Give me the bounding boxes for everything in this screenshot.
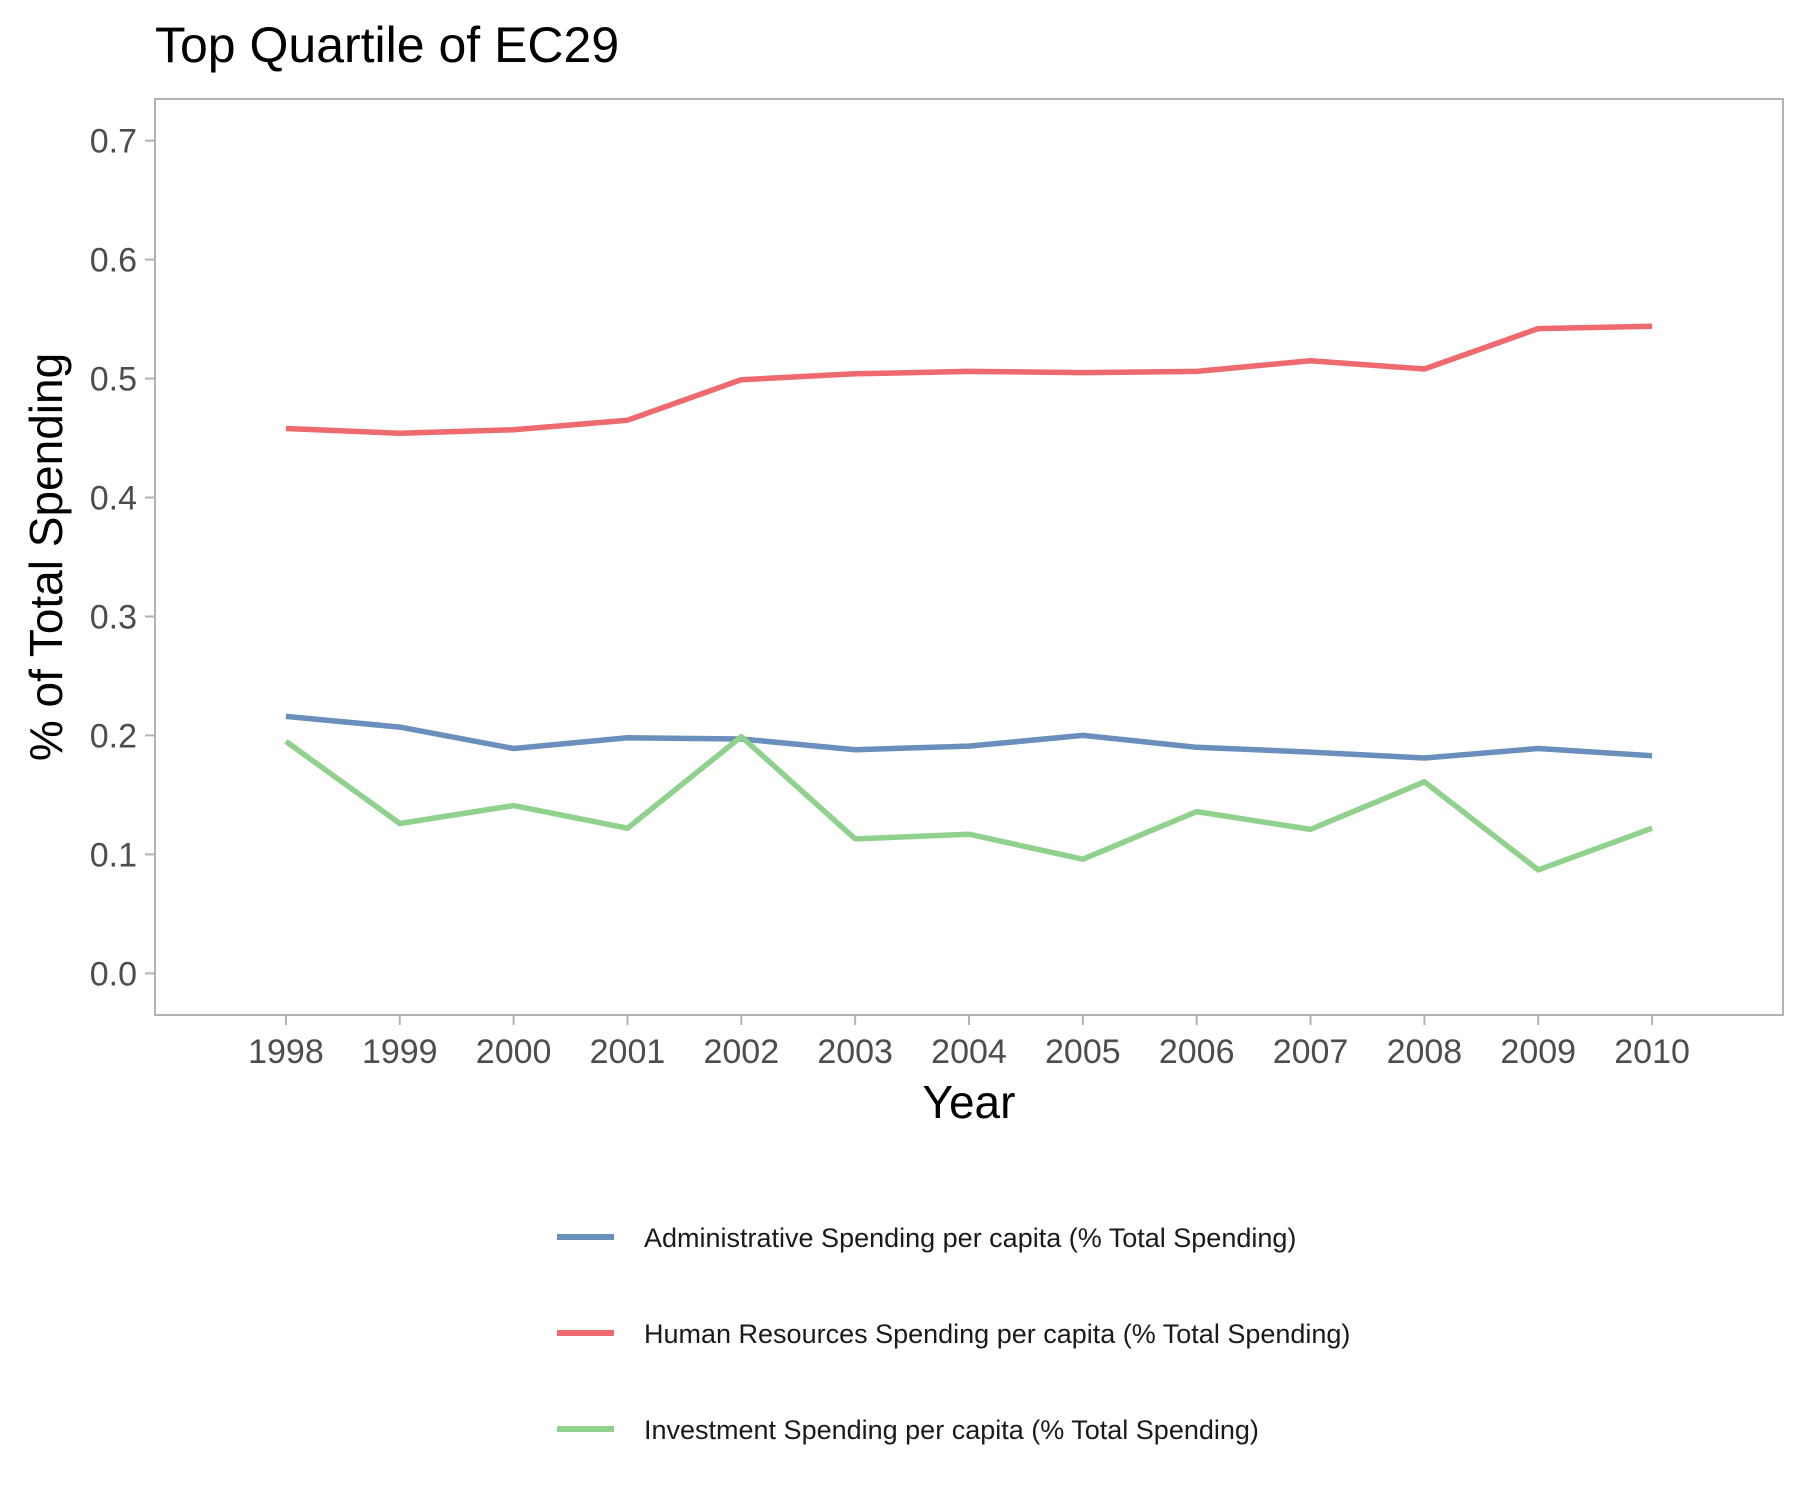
x-tick-label: 2001 xyxy=(590,1033,666,1071)
legend-label: Human Resources Spending per capita (% T… xyxy=(644,1319,1350,1349)
x-tick-label: 2005 xyxy=(1045,1033,1121,1071)
x-tick-label: 2007 xyxy=(1273,1033,1349,1071)
x-tick-label: 2004 xyxy=(931,1033,1007,1071)
x-tick-label: 1998 xyxy=(248,1033,324,1071)
y-tick-label: 0.7 xyxy=(90,123,137,161)
x-axis: 1998 1999 2000 2001 2002 2003 2004 2005 2006 2007… xyxy=(248,1015,1690,1071)
legend-item: Administrative Spending per capita (% To… xyxy=(557,1223,1296,1253)
series-line-3 xyxy=(284,733,1654,873)
legend-item: Investment Spending per capita (% Total … xyxy=(557,1415,1259,1445)
x-tick-label: 2003 xyxy=(817,1033,893,1071)
x-tick-label: 2000 xyxy=(476,1033,552,1071)
y-tick-label: 0.3 xyxy=(90,598,137,636)
x-tick-label: 2009 xyxy=(1500,1033,1576,1071)
series-lines xyxy=(284,323,1654,873)
x-tick-label: 2002 xyxy=(703,1033,779,1071)
x-axis-title: Year xyxy=(923,1076,1016,1128)
legend-label: Investment Spending per capita (% Total … xyxy=(644,1415,1259,1445)
y-tick-label: 0.0 xyxy=(90,955,137,993)
y-tick-label: 0.6 xyxy=(90,242,137,280)
chart-title: Top Quartile of EC29 xyxy=(155,17,619,73)
y-tick-label: 0.4 xyxy=(90,480,137,518)
y-tick-label: 0.2 xyxy=(90,717,137,755)
legend-label: Administrative Spending per capita (% To… xyxy=(644,1223,1296,1253)
x-tick-label: 2006 xyxy=(1159,1033,1235,1071)
x-tick-label: 2008 xyxy=(1387,1033,1463,1071)
y-tick-label: 0.1 xyxy=(90,836,137,874)
legend: Administrative Spending per capita (% To… xyxy=(557,1223,1350,1445)
x-tick-label: 2010 xyxy=(1614,1033,1690,1071)
y-axis: 0.0 0.1 0.2 0.3 0.4 0.5 0.6 0.7 xyxy=(90,123,155,993)
y-axis-title: % of Total Spending xyxy=(20,353,72,761)
series-line-2 xyxy=(285,323,1653,437)
legend-item: Human Resources Spending per capita (% T… xyxy=(557,1319,1350,1349)
x-tick-label: 1999 xyxy=(362,1033,438,1071)
y-tick-label: 0.5 xyxy=(90,361,137,399)
series-line-1 xyxy=(285,713,1653,761)
